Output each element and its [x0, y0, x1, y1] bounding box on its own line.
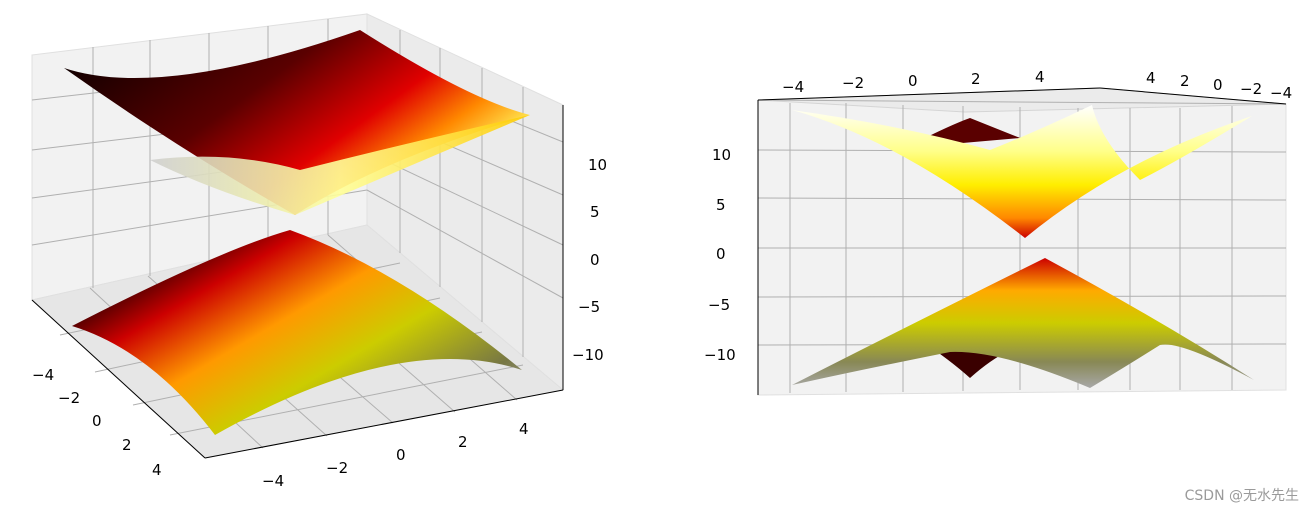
- plot-left: −4 −2 0 2 4 −4 −2 0 2 4 10 5 0 −5 −10: [30, 13, 607, 490]
- left-lower-surface: [72, 230, 522, 435]
- tick-label: −4: [782, 78, 804, 96]
- tick-label: 2: [1180, 72, 1190, 90]
- tick-label: 4: [1035, 68, 1045, 86]
- tick-label: 0: [1213, 76, 1223, 94]
- tick-label: −5: [708, 296, 730, 314]
- tick-label: 4: [152, 461, 162, 479]
- right-y-ticks: 4 2 0 −2 −4: [1146, 69, 1292, 102]
- plot-right: −4 −2 0 2 4 4 2 0 −2 −4 10 5 0 −5 −10: [704, 68, 1292, 396]
- tick-label: 0: [92, 412, 102, 430]
- tick-label: −10: [704, 346, 736, 364]
- left-x-ticks: −4 −2 0 2 4: [262, 420, 529, 490]
- left-upper-underside: [150, 115, 530, 215]
- tick-label: 0: [396, 446, 406, 464]
- right-upper-surface: [792, 105, 1252, 238]
- tick-label: −2: [58, 389, 80, 407]
- tick-label: 10: [712, 146, 731, 164]
- tick-label: 5: [590, 203, 600, 221]
- tick-label: −4: [1270, 84, 1292, 102]
- right-x-ticks: −4 −2 0 2 4: [782, 68, 1045, 96]
- tick-label: 0: [590, 251, 600, 269]
- tick-label: 0: [908, 72, 918, 90]
- tick-label: −10: [572, 346, 604, 364]
- watermark: CSDN @无水先生: [1184, 488, 1299, 504]
- tick-label: 5: [716, 196, 726, 214]
- tick-label: −4: [262, 472, 284, 490]
- tick-label: −5: [578, 298, 600, 316]
- tick-label: −4: [32, 366, 54, 384]
- tick-label: −2: [1240, 80, 1262, 98]
- tick-label: 2: [458, 433, 468, 451]
- tick-label: 0: [716, 245, 726, 263]
- right-z-ticks: 10 5 0 −5 −10: [704, 146, 736, 364]
- left-y-ticks: −4 −2 0 2 4: [32, 366, 162, 479]
- tick-label: 10: [588, 156, 607, 174]
- left-upper-surface: [64, 30, 530, 215]
- tick-label: 4: [519, 420, 529, 438]
- tick-label: −2: [326, 459, 348, 477]
- left-z-ticks: 10 5 0 −5 −10: [572, 156, 607, 364]
- tick-label: 2: [971, 70, 981, 88]
- tick-label: 2: [122, 436, 132, 454]
- tick-label: −2: [842, 74, 864, 92]
- tick-label: 4: [1146, 69, 1156, 87]
- right-lower-surface: [792, 258, 1254, 388]
